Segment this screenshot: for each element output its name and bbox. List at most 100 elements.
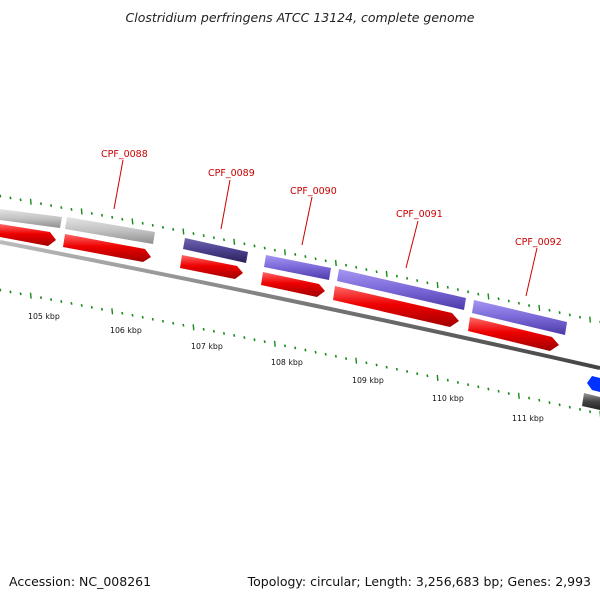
blue-feature-arrow[interactable] <box>587 376 600 392</box>
scale-label-111: 111 kbp <box>512 414 544 423</box>
lower-tick-21 <box>212 329 215 333</box>
gene-box-left-grey[interactable] <box>0 209 62 228</box>
gene-box-cpf-0088[interactable] <box>65 217 155 244</box>
lower-tick-32 <box>324 352 327 356</box>
lower-tick-39 <box>395 367 398 371</box>
lower-tick-49 <box>497 389 500 393</box>
lower-tick-52 <box>528 396 531 400</box>
upper-tick-33 <box>334 259 337 267</box>
upper-tick-0 <box>0 194 2 198</box>
lower-tick-7 <box>70 302 73 305</box>
upper-tick-40 <box>406 276 409 280</box>
lower-tick-14 <box>141 315 144 319</box>
upper-tick-51 <box>517 301 520 305</box>
upper-tick-17 <box>172 228 175 231</box>
upper-tick-37 <box>375 270 378 274</box>
lower-tick-26 <box>263 340 266 344</box>
upper-tick-26 <box>263 246 266 250</box>
lower-tick-2 <box>19 292 22 296</box>
lower-tick-15 <box>151 317 154 321</box>
upper-tick-38 <box>385 270 388 277</box>
upper-tick-3 <box>29 198 32 205</box>
upper-tick-23 <box>233 238 236 245</box>
lower-tick-55 <box>558 403 561 407</box>
upper-tick-row <box>0 194 600 324</box>
gene-label-cpf-0091[interactable]: CPF_0091 <box>396 209 443 220</box>
upper-tick-28 <box>284 249 286 256</box>
gene-label-cpf-0092[interactable]: CPF_0092 <box>515 237 562 248</box>
red-arrow-1[interactable] <box>0 224 56 246</box>
red-arrow-2[interactable] <box>63 234 151 262</box>
upper-tick-16 <box>161 226 165 229</box>
gene-label-cpf-0089[interactable]: CPF_0089 <box>208 168 255 179</box>
lower-tick-17 <box>172 321 175 325</box>
scale-label-110: 110 kbp <box>432 394 464 403</box>
red-arrow-3[interactable] <box>180 255 243 279</box>
red-arrow-6[interactable] <box>468 317 559 351</box>
lower-tick-12 <box>121 311 124 315</box>
lower-tick-30 <box>304 348 307 352</box>
upper-tick-46 <box>467 290 470 294</box>
lower-tick-36 <box>365 361 368 365</box>
gene-box-cpf-0090[interactable] <box>264 255 331 280</box>
lower-tick-33 <box>334 354 337 358</box>
upper-tick-54 <box>548 308 551 312</box>
upper-tick-48 <box>487 293 490 300</box>
forward-cds-track <box>0 224 559 351</box>
upper-tick-57 <box>578 315 582 319</box>
gene-label-cpf-0090[interactable]: CPF_0090 <box>290 186 337 197</box>
upper-tick-2 <box>19 198 22 202</box>
gene-box-cpf-0091[interactable] <box>337 269 466 310</box>
upper-tick-25 <box>253 244 256 248</box>
genome-summary-text: Topology: circular; Length: 3,256,683 bp… <box>247 574 591 589</box>
gene-label-cpf-0088[interactable]: CPF_0088 <box>101 149 148 160</box>
lower-tick-8 <box>80 304 83 307</box>
upper-tick-19 <box>192 232 195 235</box>
gene-labels: CPF_0088 CPF_0089 CPF_0090 CPF_0091 CPF_… <box>101 149 562 248</box>
lower-tick-19 <box>192 324 195 331</box>
scale-label-105: 105 kbp <box>28 312 60 321</box>
upper-tick-32 <box>324 259 327 263</box>
lower-tick-34 <box>345 357 348 360</box>
lower-tick-28 <box>283 344 287 348</box>
upper-tick-5 <box>50 204 53 207</box>
upper-tick-36 <box>365 268 368 271</box>
lower-tick-44 <box>446 378 449 382</box>
lower-tick-53 <box>538 398 541 402</box>
lower-tick-20 <box>202 327 205 331</box>
red-arrow-5[interactable] <box>333 286 459 327</box>
lower-tick-41 <box>416 372 419 376</box>
upper-tick-15 <box>151 223 154 227</box>
lower-tick-54 <box>548 401 551 404</box>
genome-title: Clostridium perfringens ATCC 13124, comp… <box>125 10 475 25</box>
upper-tick-7 <box>70 208 73 211</box>
upper-tick-6 <box>60 206 63 209</box>
upper-tick-44 <box>446 285 449 289</box>
lower-tick-13 <box>131 313 134 317</box>
lower-tick-31 <box>314 350 317 354</box>
lower-tick-0 <box>0 288 2 292</box>
upper-tick-52 <box>528 304 531 307</box>
lower-tick-24 <box>243 336 246 339</box>
lower-tick-11 <box>111 308 114 315</box>
upper-tick-29 <box>294 253 297 256</box>
gene-label-leaders <box>113 159 538 297</box>
upper-tick-11 <box>111 215 114 219</box>
upper-tick-14 <box>141 221 144 225</box>
upper-tick-49 <box>497 297 500 301</box>
lower-tick-23 <box>233 334 236 337</box>
upper-tick-12 <box>121 217 124 221</box>
upper-tick-4 <box>39 202 43 206</box>
lower-tick-row <box>0 288 600 418</box>
gene-box-cpf-0089[interactable] <box>183 238 248 263</box>
leader-cpf-0092 <box>525 247 538 297</box>
upper-tick-27 <box>273 248 276 252</box>
scale-label-108: 108 kbp <box>271 358 303 367</box>
gene-box-right-dark[interactable] <box>582 393 600 410</box>
gene-box-cpf-0092[interactable] <box>472 300 567 335</box>
red-arrow-4[interactable] <box>261 272 325 297</box>
lower-tick-58 <box>589 410 592 414</box>
upper-tick-41 <box>416 279 419 282</box>
